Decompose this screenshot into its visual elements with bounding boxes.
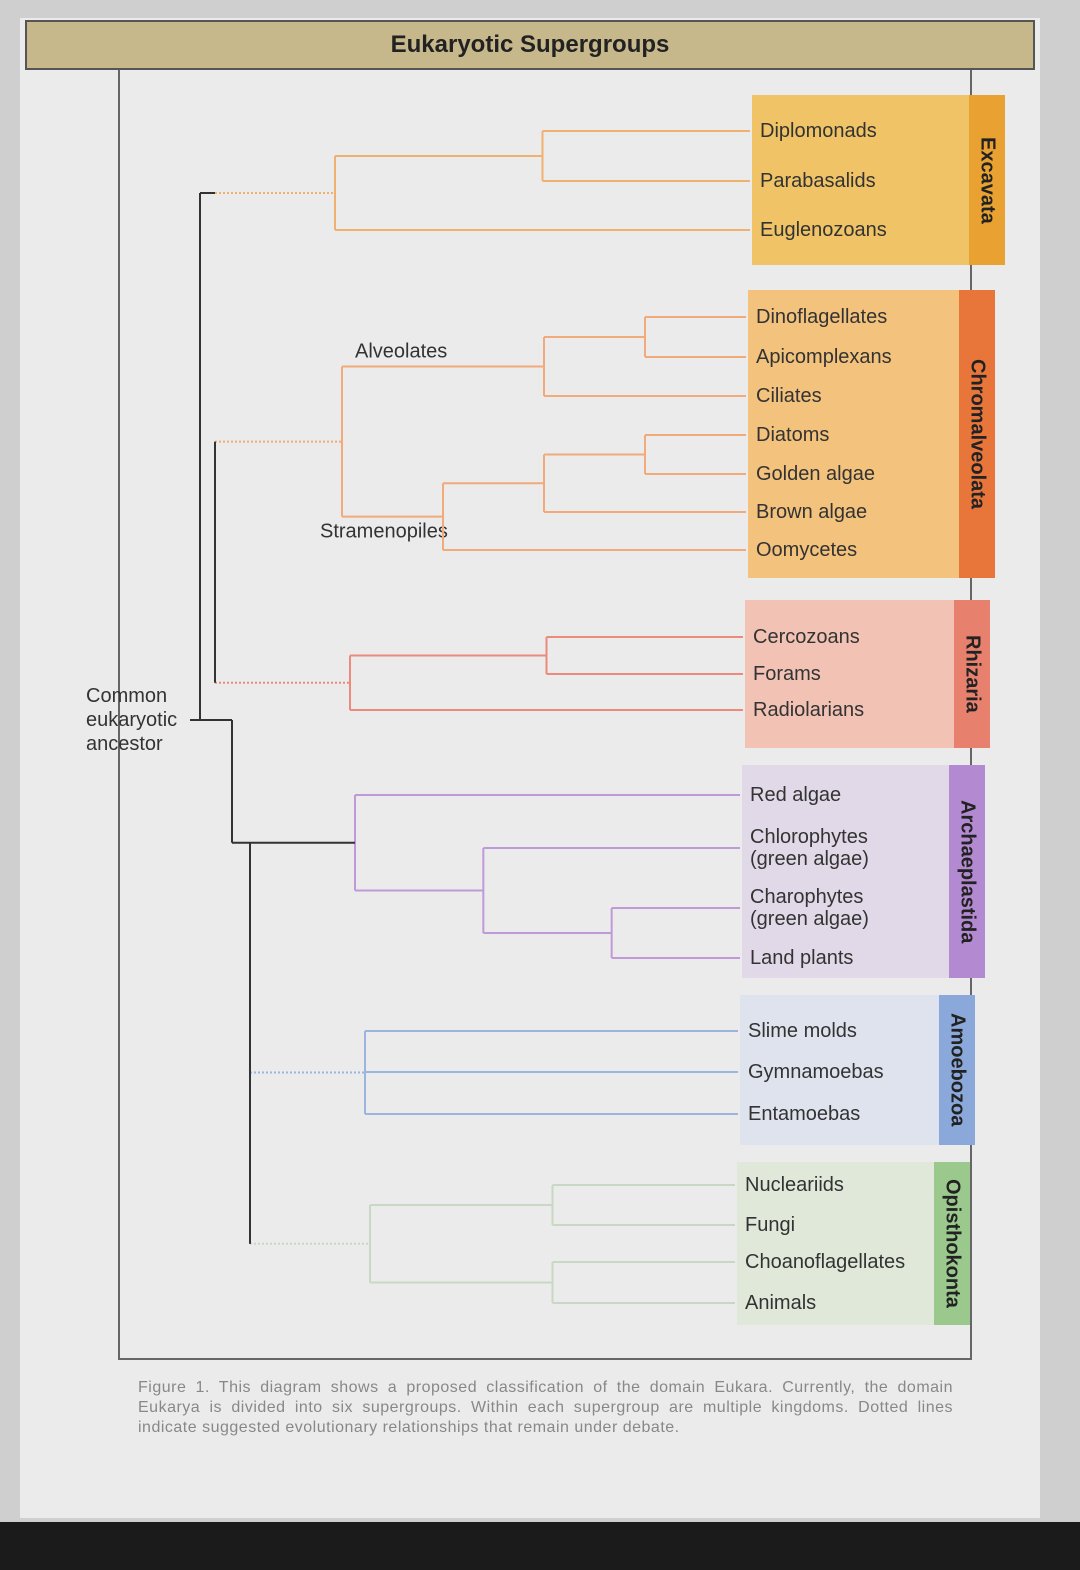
title: Eukaryotic Supergroups: [25, 20, 1035, 70]
leaf-label: Forams: [753, 663, 821, 685]
screen-bezel: [0, 1522, 1080, 1570]
leaf-label: Charophytes (green algae): [750, 886, 869, 930]
clade-label: Alveolates: [355, 340, 448, 363]
supergroup-box: [752, 95, 969, 265]
leaf-label: Fungi: [745, 1214, 796, 1236]
leaf-label: Choanoflagellates: [745, 1251, 906, 1273]
leaf-label: Entamoebas: [748, 1103, 861, 1125]
supergroup-box: [737, 1162, 934, 1325]
supergroup-name: Opisthokonta: [934, 1162, 970, 1325]
caption: Figure 1. This diagram shows a proposed …: [138, 1379, 953, 1436]
leaf-label: Diatoms: [756, 424, 830, 446]
supergroup-name: Rhizaria: [954, 600, 990, 748]
leaf-label: Red algae: [750, 784, 842, 806]
leaf-label: Slime molds: [748, 1020, 857, 1042]
supergroup-name: Archaeplastida: [949, 765, 985, 978]
root-label: Common eukaryotic ancestor: [86, 685, 178, 755]
leaf-label: Diplomonads: [760, 120, 877, 142]
supergroup-name: Excavata: [969, 95, 1005, 265]
supergroup-box: [740, 995, 939, 1145]
leaf-label: Brown algae: [756, 501, 868, 523]
leaf-label: Apicomplexans: [756, 346, 892, 368]
leaf-label: Golden algae: [756, 463, 875, 485]
supergroup-name: Chromalveolata: [959, 290, 995, 578]
leaf-label: Oomycetes: [756, 539, 858, 561]
leaf-label: Dinoflagellates: [756, 306, 888, 328]
leaf-label: Land plants: [750, 947, 854, 969]
supergroup-box: [742, 765, 949, 978]
clade-label: Stramenopiles: [320, 520, 448, 543]
leaf-label: Euglenozoans: [760, 219, 887, 241]
leaf-label: Animals: [745, 1292, 817, 1314]
leaf-label: Nucleariids: [745, 1174, 844, 1196]
leaf-label: Gymnamoebas: [748, 1061, 884, 1083]
supergroup-box: [745, 600, 954, 748]
leaf-label: Ciliates: [756, 385, 822, 407]
leaf-label: Parabasalids: [760, 170, 876, 192]
leaf-label: Chlorophytes (green algae): [750, 826, 869, 870]
supergroup-box: [748, 290, 959, 578]
supergroup-name: Amoebozoa: [939, 995, 975, 1145]
leaf-label: Cercozoans: [753, 626, 860, 648]
leaf-label: Radiolarians: [753, 699, 865, 721]
